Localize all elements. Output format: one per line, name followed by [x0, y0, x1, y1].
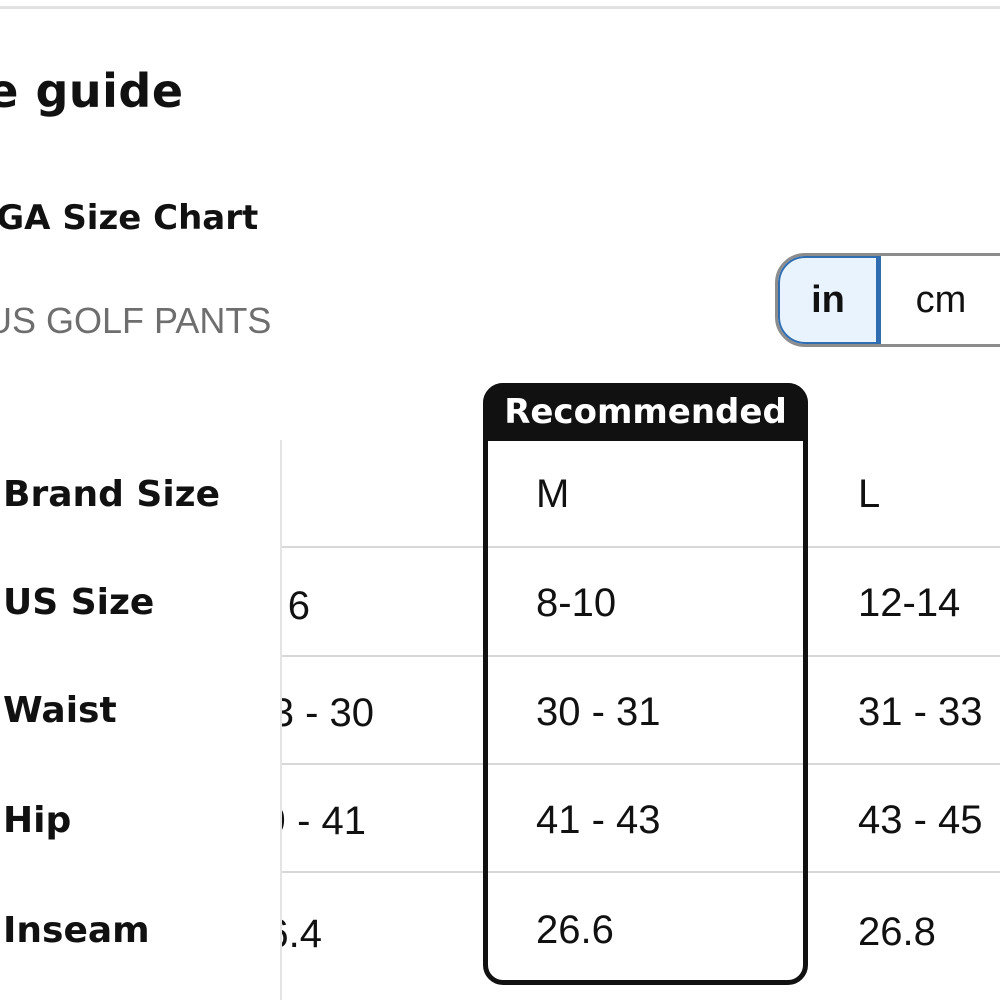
cell-brand-size-l: L	[858, 472, 881, 516]
cell-us-size-m: 8-10	[536, 581, 617, 625]
row-divider	[282, 546, 1000, 548]
category-label: US GOLF PANTS	[0, 300, 272, 341]
row-label-brand-size: Brand Size	[3, 474, 221, 515]
cell-waist: 3 - 30	[282, 691, 374, 735]
cell-waist-m: 30 - 31	[536, 690, 661, 734]
label-column-divider	[280, 440, 282, 1000]
row-divider	[282, 655, 1000, 657]
row-label-hip: Hip	[3, 800, 72, 841]
row-label-waist: Waist	[3, 690, 117, 731]
cell-inseam-m: 26.6	[536, 908, 614, 952]
row-label-us-size: US Size	[3, 582, 155, 623]
cell-hip-l: 43 - 45	[858, 798, 983, 842]
page-title: ze guide	[0, 64, 184, 118]
top-divider	[0, 6, 1000, 9]
size-column-partial: 6 3 - 30 9 - 41 6.4	[282, 440, 482, 1000]
chart-title: IUGA Size Chart	[0, 198, 259, 238]
unit-option-in[interactable]: in	[778, 256, 881, 344]
cell-us-size-l: 12-14	[858, 581, 961, 625]
recommended-column-frame	[483, 383, 808, 985]
unit-toggle: in cm	[775, 253, 1000, 347]
unit-option-cm[interactable]: cm	[915, 278, 967, 321]
cell-us-size: 6	[287, 584, 310, 628]
cell-brand-size-m: M	[536, 472, 570, 516]
cell-inseam: 6.4	[282, 912, 322, 956]
cell-hip: 9 - 41	[282, 799, 366, 843]
row-label-inseam: Inseam	[3, 910, 150, 951]
cell-inseam-l: 26.8	[858, 910, 936, 954]
row-divider	[282, 871, 1000, 873]
recommended-badge: Recommended	[483, 383, 808, 441]
row-divider	[282, 763, 1000, 765]
cell-hip-m: 41 - 43	[536, 798, 661, 842]
cell-waist-l: 31 - 33	[858, 690, 983, 734]
